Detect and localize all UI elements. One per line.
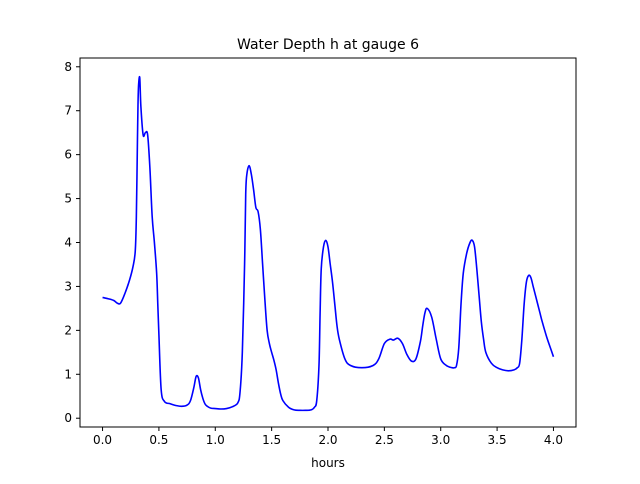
water-depth-line: [102, 75, 555, 412]
y-tick-label: 6: [64, 148, 72, 162]
y-tick-label: 2: [64, 323, 72, 337]
x-axis-label: hours: [311, 456, 345, 470]
x-tick-label: 2.0: [318, 433, 337, 447]
y-tick-label: 7: [64, 104, 72, 118]
chart-title: Water Depth h at gauge 6: [237, 37, 419, 53]
x-tick-label: 4.0: [544, 433, 563, 447]
x-tick-label: 3.5: [488, 433, 507, 447]
x-tick-label: 0.0: [93, 433, 112, 447]
plot-area-frame: [79, 57, 577, 428]
x-tick-label: 0.5: [149, 433, 168, 447]
y-tick-label: 1: [64, 367, 72, 381]
y-tick-label: 8: [64, 60, 72, 74]
y-tick-label: 4: [64, 236, 72, 250]
x-tick-label: 1.0: [206, 433, 225, 447]
lines-layer: [102, 75, 555, 412]
y-tick-label: 5: [64, 192, 72, 206]
y-tick-label: 0: [64, 411, 72, 425]
y-tick-label: 3: [64, 279, 72, 293]
x-tick-label: 1.5: [262, 433, 281, 447]
ticks-layer: 0.0 0.5 1.0 1.5 2.0 2.5 3.0 3.5 4.0 0 1 2 3 4 5 6 7 8: [64, 60, 563, 447]
x-tick-label: 2.5: [375, 433, 394, 447]
x-tick-label: 3.0: [431, 433, 450, 447]
